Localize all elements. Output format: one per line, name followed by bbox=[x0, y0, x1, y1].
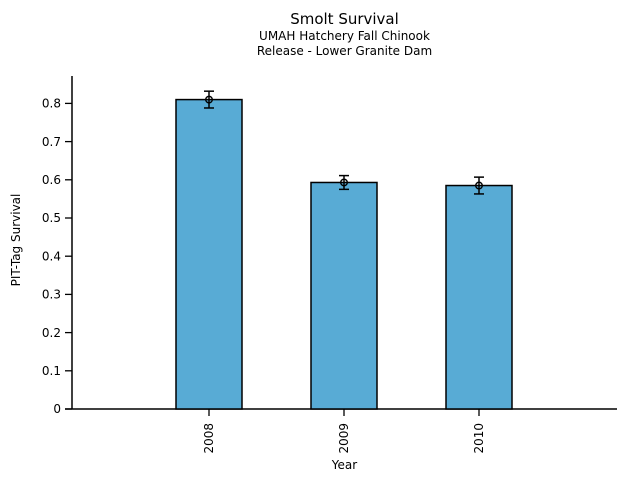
bar-2008 bbox=[175, 98, 243, 410]
x-tick-label: 2010 bbox=[472, 423, 486, 454]
chart-title: Smolt Survival bbox=[290, 10, 399, 28]
x-tick-label: 2008 bbox=[202, 423, 216, 454]
y-tick-label: 0.5 bbox=[42, 211, 61, 225]
y-tick-label: 0.2 bbox=[42, 326, 61, 340]
y-tick-label: 0 bbox=[53, 402, 61, 416]
bar-2009 bbox=[310, 181, 378, 410]
y-tick-label: 0.7 bbox=[42, 135, 61, 149]
x-tick-label: 2009 bbox=[337, 423, 351, 454]
chart-subtitle-line1: UMAH Hatchery Fall Chinook bbox=[259, 29, 430, 43]
chart-subtitle-line2: Release - Lower Granite Dam bbox=[256, 44, 433, 58]
bar-2010 bbox=[445, 184, 513, 410]
x-axis-label: Year bbox=[331, 458, 358, 472]
errorbar-marker-2010 bbox=[475, 181, 484, 190]
y-tick-label: 0.6 bbox=[42, 173, 61, 187]
y-tick-label: 0.8 bbox=[42, 97, 61, 111]
y-tick-label: 0.4 bbox=[42, 249, 61, 263]
errorbar-marker-2009 bbox=[340, 178, 349, 187]
y-tick-label: 0.1 bbox=[42, 364, 61, 378]
y-tick-label: 0.3 bbox=[42, 288, 61, 302]
errorbar-marker-2008 bbox=[204, 95, 213, 104]
